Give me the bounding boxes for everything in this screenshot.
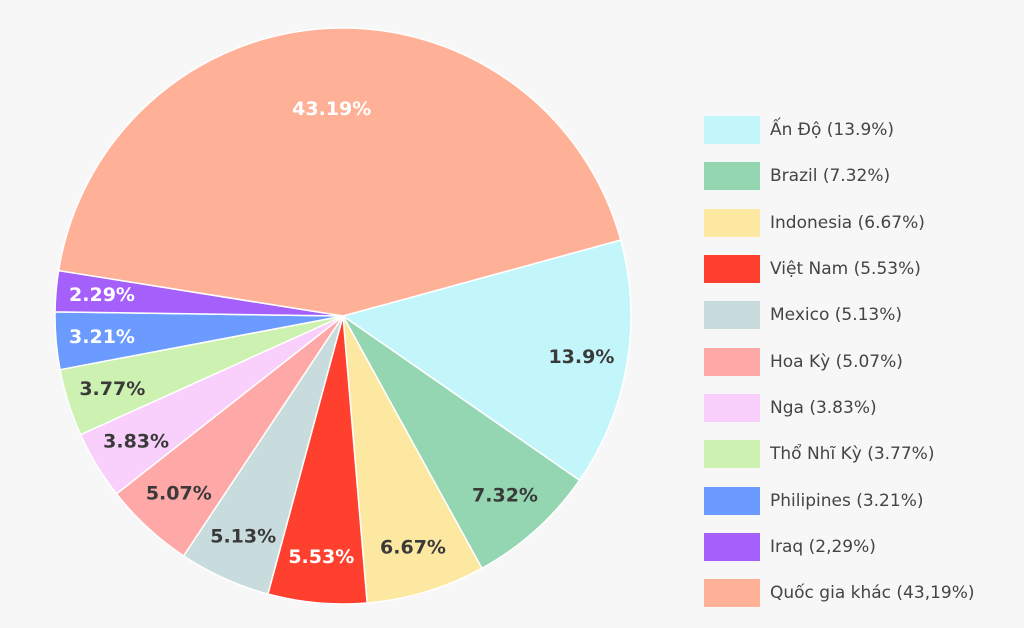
slice-data-label: 5.53% — [288, 546, 354, 568]
legend-swatch — [704, 255, 760, 284]
legend-label: Iraq (2,29%) — [770, 536, 876, 557]
legend-item: Iraq (2,29%) — [704, 524, 1014, 570]
legend-label: Philipines (3.21%) — [770, 490, 924, 511]
slice-data-label: 2.29% — [69, 284, 135, 306]
legend-item: Philipines (3.21%) — [704, 477, 1014, 523]
chart-legend: Ấn Độ (13.9%) Brazil (7.32%) Indonesia (6.… — [704, 107, 1014, 616]
legend-label: Thổ Nhĩ Kỳ (3.77%) — [770, 444, 935, 465]
legend-item: Quốc gia khác (43,19%) — [704, 570, 1014, 616]
legend-swatch — [704, 532, 760, 561]
legend-item: Nga (3.83%) — [704, 385, 1014, 431]
legend-swatch — [704, 579, 760, 608]
legend-label: Hoa Kỳ (5.07%) — [770, 351, 903, 372]
pie-slice — [341, 239, 632, 482]
legend-label: Việt Nam (5.53%) — [770, 259, 921, 280]
legend-item: Brazil (7.32%) — [704, 153, 1014, 199]
slice-data-label: 3.77% — [79, 378, 145, 400]
slice-data-label: 6.67% — [380, 537, 446, 559]
legend-item: Mexico (5.13%) — [704, 292, 1014, 338]
legend-swatch — [704, 208, 760, 237]
legend-label: Mexico (5.13%) — [770, 305, 903, 326]
legend-label: Indonesia (6.67%) — [770, 212, 925, 233]
legend-label: Quốc gia khác (43,19%) — [770, 583, 975, 604]
slice-data-label: 7.32% — [472, 485, 538, 507]
pie-slice — [342, 315, 581, 570]
slice-data-label: 43.19% — [292, 98, 371, 120]
legend-label: Brazil (7.32%) — [770, 166, 891, 187]
legend-item: Thổ Nhĩ Kỳ (3.77%) — [704, 431, 1014, 477]
legend-label: Nga (3.83%) — [770, 397, 877, 418]
slice-data-label: 3.83% — [103, 430, 169, 452]
legend-label: Ấn Độ (13.9%) — [770, 120, 895, 141]
legend-swatch — [704, 440, 760, 469]
slice-data-label: 3.21% — [69, 326, 135, 348]
pie-slice — [57, 27, 622, 317]
legend-swatch — [704, 393, 760, 422]
legend-item: Việt Nam (5.53%) — [704, 246, 1014, 292]
legend-swatch — [704, 347, 760, 376]
legend-swatch — [704, 162, 760, 191]
legend-item: Ấn Độ (13.9%) — [704, 107, 1014, 153]
slice-data-label: 5.07% — [146, 483, 212, 505]
legend-item: Hoa Kỳ (5.07%) — [704, 338, 1014, 384]
slice-data-label: 5.13% — [210, 525, 276, 547]
legend-item: Indonesia (6.67%) — [704, 200, 1014, 246]
legend-swatch — [704, 116, 760, 145]
legend-swatch — [704, 301, 760, 330]
pie-slice — [342, 315, 483, 604]
slice-data-label: 13.9% — [548, 346, 614, 368]
legend-swatch — [704, 486, 760, 515]
